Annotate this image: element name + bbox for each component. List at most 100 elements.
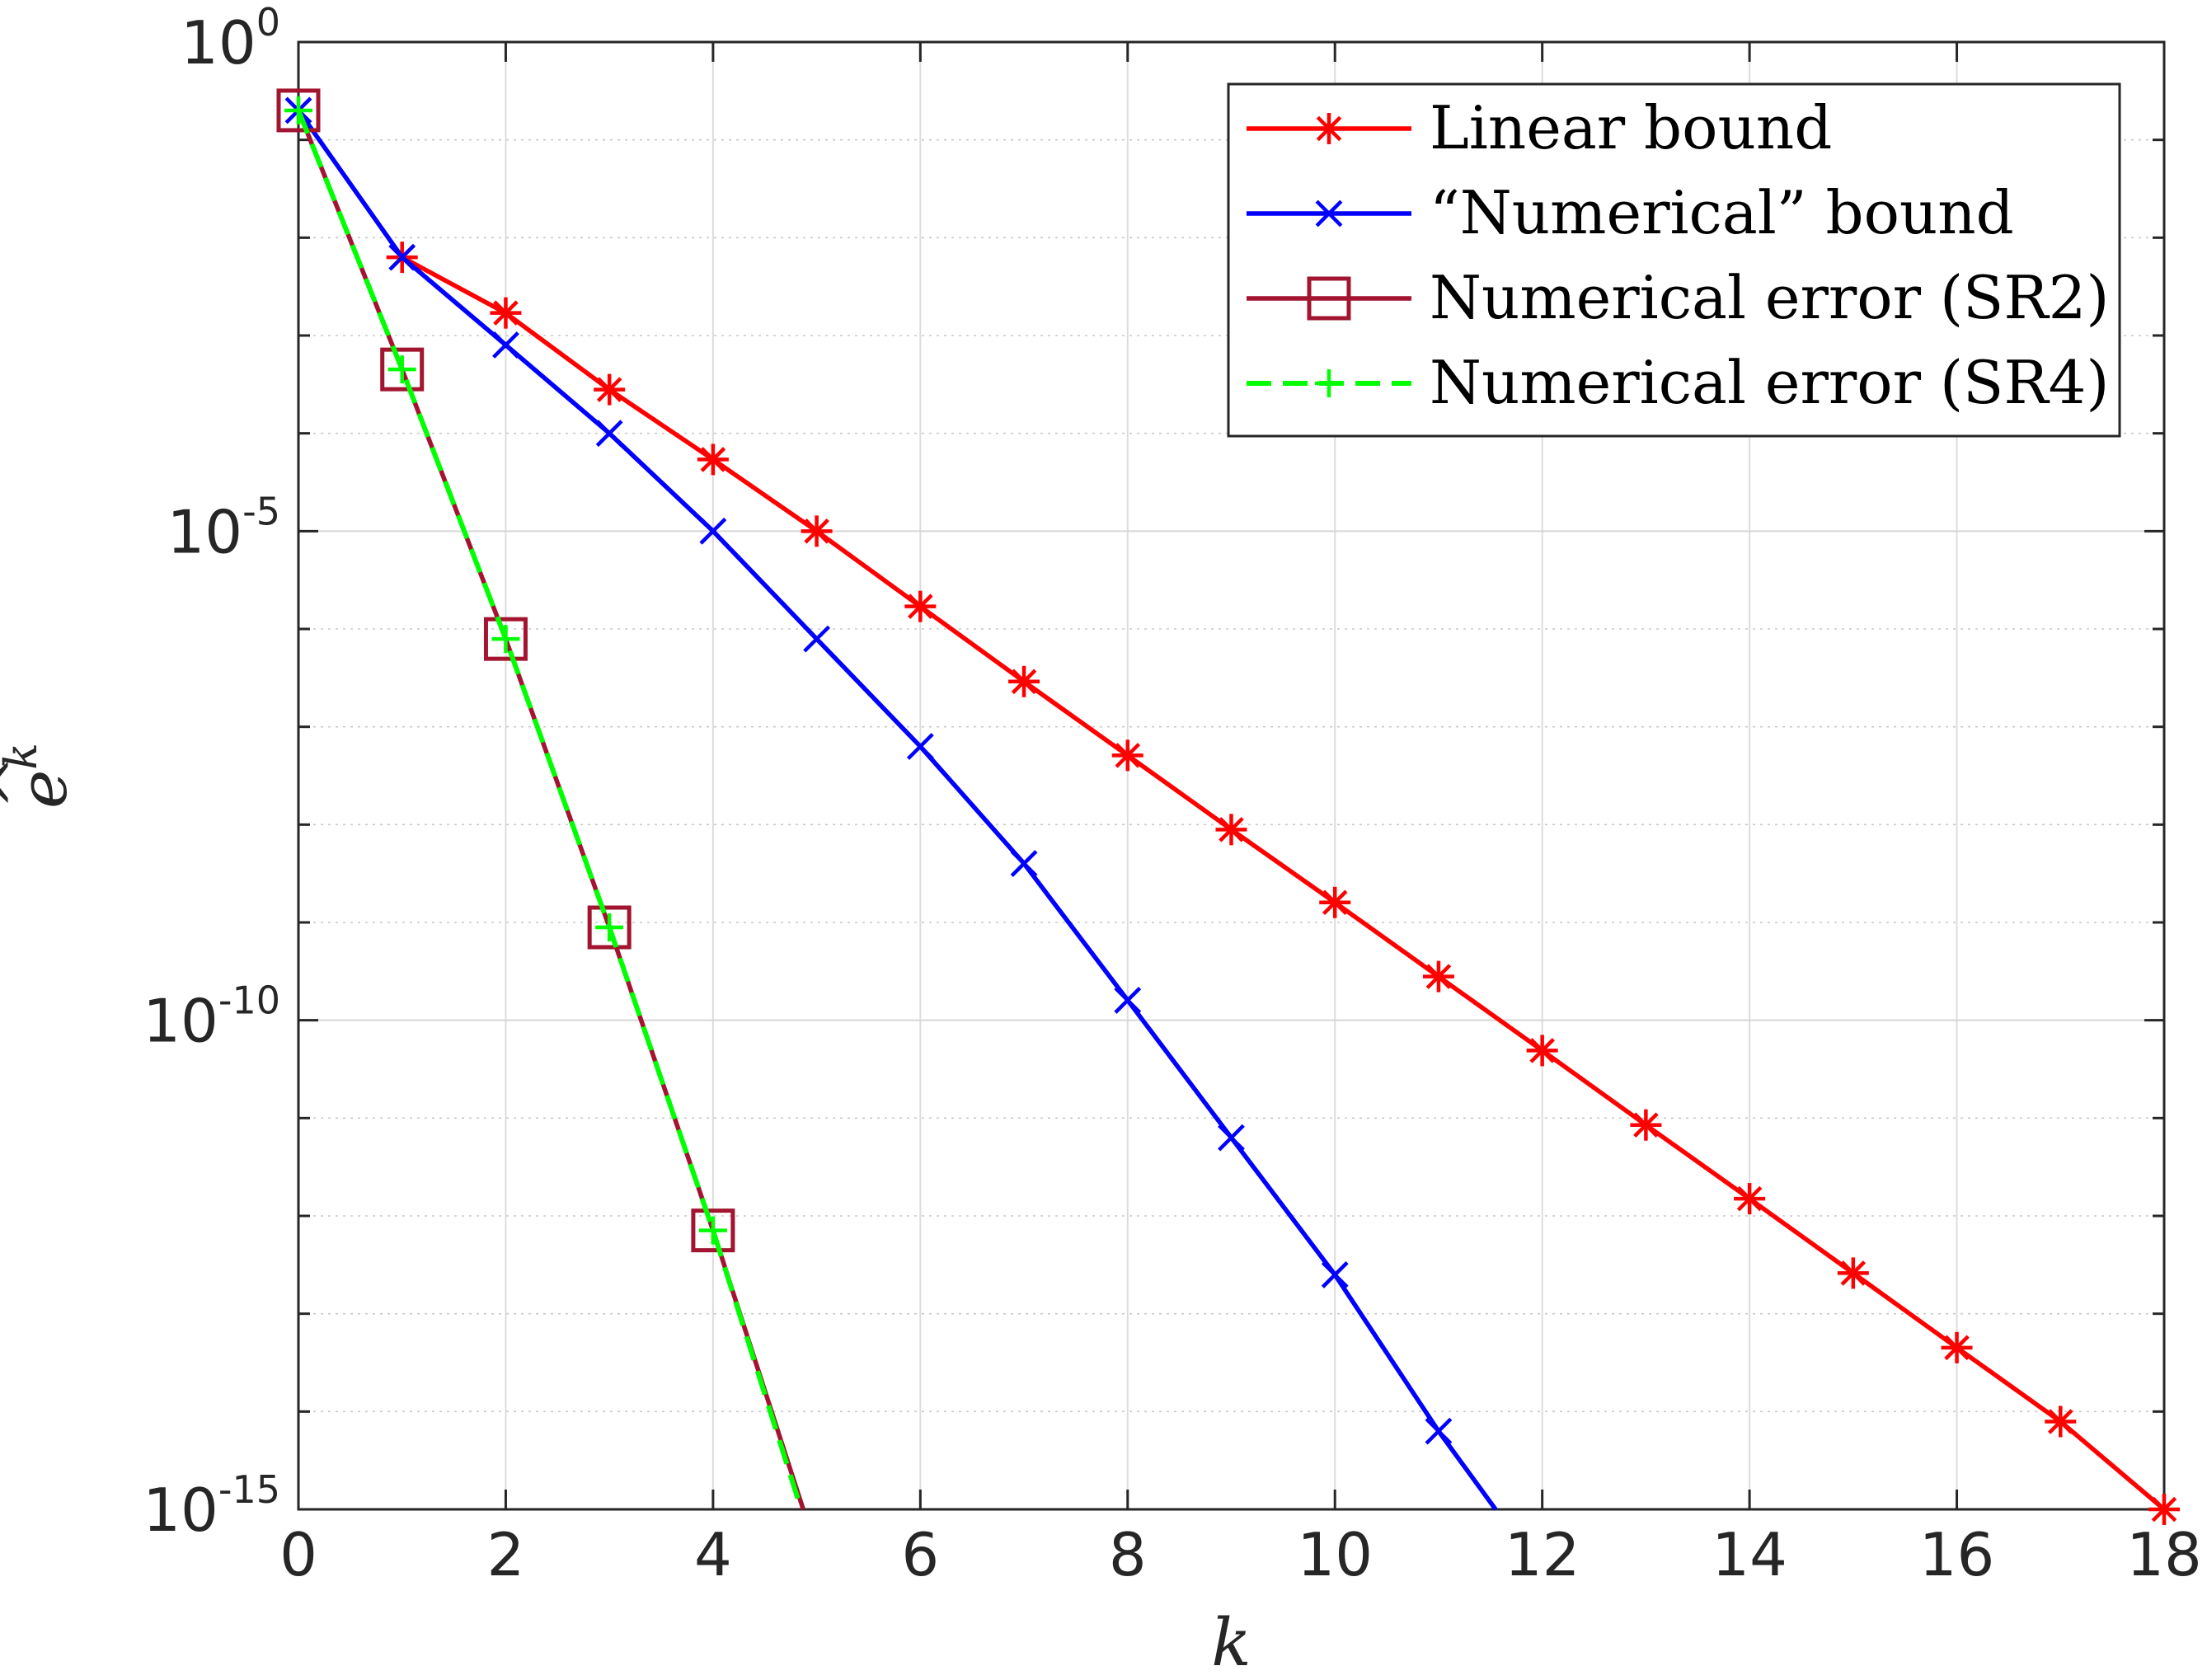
marker-stroke [493,300,519,326]
marker-stroke [587,905,632,950]
marker-asterisk [2045,1405,2077,1438]
marker-stroke [1736,1185,1763,1212]
marker-plus [1315,369,1343,397]
x-tick-labels: 0 2 4 6 8 10 12 14 16 18 [279,1520,2202,1589]
marker-x [1425,1417,1453,1445]
marker-x [1010,850,1038,877]
marker-asterisk [1734,1183,1766,1215]
series-layer [276,88,2180,1525]
marker-asterisk [1630,1109,1662,1141]
y-tick-label-exp: -5 [242,489,280,533]
y-tick-label-base: 10 [143,1476,218,1545]
y-axis-label-sup: k [0,743,47,770]
marker-stroke [492,331,519,359]
marker-stroke [1840,1260,1867,1286]
legend-item: Numerical error (SR4) [1247,348,2109,417]
x-tick-label: 10 [1297,1520,1373,1589]
plot-frame [297,40,2166,1511]
marker-plus [491,625,520,654]
marker-x [388,243,416,271]
marker-x [699,517,727,545]
marker-stroke [1218,1124,1245,1152]
marker-stroke [1011,669,1037,695]
marker-asterisk [1526,1035,1558,1067]
series-line [296,109,805,1510]
marker-stroke [803,625,831,653]
marker-stroke [1307,276,1351,321]
y-tick-label-exp: -15 [218,1467,280,1512]
marker-plus [698,1216,727,1245]
x-tick-label: 0 [279,1520,317,1589]
svg-text:ek: ek [0,743,82,809]
marker-stroke [2048,1409,2073,1434]
y-tick-label: 10-5 [167,489,281,566]
marker-x [1315,199,1343,228]
x-tick-label: 14 [1712,1520,1787,1589]
y-axis-label: ek ^ [0,743,82,810]
legend-item: “Numerical” bound [1247,178,2014,247]
x-tick-label: 6 [901,1520,939,1589]
marker-stroke [380,347,425,392]
series-line [296,109,804,1510]
marker-square [691,1208,735,1253]
marker-asterisk [1215,814,1247,846]
y-tick-label: 10-15 [143,1467,280,1545]
marker-stroke [483,617,528,661]
marker-plus [387,355,416,384]
marker-x [1218,1124,1245,1152]
y-tick-label-base: 10 [181,8,256,77]
legend-label: Numerical error (SR2) [1430,263,2109,332]
x-tick-label: 2 [487,1520,525,1589]
marker-x [595,420,623,448]
marker-asterisk [594,373,626,406]
y-axis-label-hat: ^ [0,754,54,809]
y-tick-label-base: 10 [167,497,243,566]
marker-x [906,733,934,760]
legend-label: Linear bound [1430,93,1832,162]
y-tick-label-base: 10 [143,987,218,1056]
series-numerical-error-sr4 [284,96,804,1510]
y-tick-label-exp: 0 [256,0,280,45]
marker-stroke [1114,987,1142,1014]
marker-stroke [1010,850,1038,877]
x-tick-label: 18 [2126,1520,2202,1589]
marker-stroke [1425,1417,1453,1445]
legend: Linear bound “Numerical” bound Numerical e… [1227,82,2121,438]
marker-asterisk [697,443,729,476]
y-tick-label: 10-10 [143,978,280,1056]
marker-x [803,625,831,653]
marker-x [1321,1261,1349,1288]
marker-stroke [2151,1496,2177,1523]
series-linear-bound [386,242,2180,1525]
marker-stroke [700,447,726,472]
legend-item: Linear bound [1247,93,1832,162]
marker-square [276,88,321,133]
legend-label: Numerical error (SR4) [1430,348,2109,417]
marker-x [1114,987,1142,1014]
marker-x [492,331,519,359]
marker-stroke [1219,817,1244,842]
series-line [401,255,2166,1512]
marker-stroke [1529,1038,1555,1063]
marker-plus [284,96,312,124]
x-axis-label: k [1211,1604,1251,1680]
marker-asterisk [1008,665,1040,697]
x-tick-label: 4 [694,1520,732,1589]
marker-asterisk [801,515,833,547]
x-tick-label: 12 [1505,1520,1580,1589]
legend-item: Numerical error (SR2) [1247,263,2109,332]
y-tick-label: 100 [181,0,280,77]
x-tick-label: 16 [1919,1520,1995,1589]
marker-stroke [1321,1261,1349,1288]
marker-stroke [388,243,416,271]
marker-asterisk [904,590,937,622]
marker-stroke [699,517,727,545]
marker-stroke [908,594,933,619]
marker-stroke [276,88,321,133]
series-numerical-error-sr2 [276,88,805,1510]
marker-asterisk [1111,739,1143,772]
marker-square [380,347,425,392]
marker-stroke [1425,964,1452,989]
marker-stroke [1315,199,1343,228]
